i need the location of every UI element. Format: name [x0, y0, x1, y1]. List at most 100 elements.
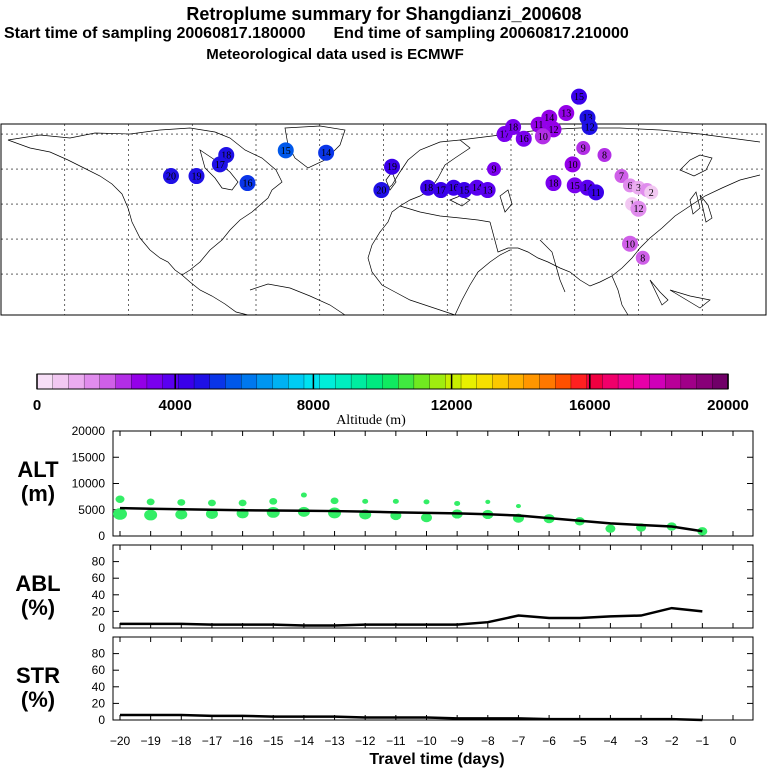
altitude-point: [485, 499, 491, 504]
met-data-label: Meteorological data used is ECMWF: [206, 46, 464, 63]
plume-marker-label: 10: [625, 239, 635, 250]
plume-marker-label: 18: [508, 123, 518, 134]
chart-title: Retroplume summary for Shangdianzi_20060…: [186, 4, 582, 24]
colorbar-cell: [350, 373, 368, 390]
x-tick-label: −19: [140, 734, 161, 748]
x-tick-label: −7: [512, 734, 526, 748]
altitude-point: [421, 513, 432, 523]
plume-marker: 10: [622, 235, 638, 252]
panel-alt: ALT(m) 20000 15000 10000 5000 0: [17, 424, 754, 543]
sampling-times: Start time of sampling 20060817.180000 En…: [4, 25, 629, 43]
plume-marker-label: 14: [321, 148, 331, 159]
colorbar-cell: [225, 373, 242, 390]
panel-unit: (m): [21, 481, 55, 506]
coastlines: [7, 125, 761, 316]
series-line: [120, 713, 703, 722]
start-time-label: Start time of sampling 20060817.180000: [4, 25, 306, 42]
plume-marker: 18: [545, 175, 562, 192]
colorbar-cell: [256, 373, 274, 390]
colorbar-cell: [570, 373, 588, 390]
plume-marker-dot: [432, 182, 449, 199]
plume-marker: 19: [188, 168, 205, 185]
colorbar-cell: [539, 373, 556, 390]
y-tick-label: 60: [92, 663, 106, 677]
plume-marker-label: 11: [534, 120, 544, 131]
plume-marker-label: 9: [492, 165, 497, 176]
colorbar-cell: [617, 373, 635, 390]
y-tick-label: 20: [92, 604, 106, 618]
plume-marker-label: 7: [619, 172, 624, 183]
colorbar-cell: [649, 373, 666, 390]
panel-str: STR(%) 80 60 40 20 0: [16, 636, 754, 727]
plume-marker-label: 15: [574, 92, 584, 103]
plume-marker: 15: [566, 177, 583, 194]
x-tick-label: −12: [355, 734, 376, 748]
x-tick-label: −11: [386, 734, 406, 748]
colorbar-cell: [115, 373, 132, 390]
colorbar-cell: [193, 373, 211, 390]
plume-marker: 18: [505, 119, 522, 136]
colorbar-cell: [523, 373, 541, 390]
altitude-point: [238, 499, 247, 507]
x-tick-label: −4: [604, 734, 618, 748]
colorbar-tick-label: 8000: [297, 397, 330, 414]
x-tick-label: −2: [665, 734, 679, 748]
colorbar-cell: [272, 373, 289, 390]
plume-marker-label: 17: [436, 186, 446, 197]
plume-marker-label: 15: [459, 186, 469, 197]
panel-label: ALT: [17, 457, 59, 482]
colorbar-cell: [633, 373, 651, 390]
plume-marker-label: 20: [376, 186, 386, 197]
plume-marker-dot: [571, 88, 587, 105]
plume-marker-label: 2: [649, 188, 654, 199]
plume-marker-dot: [622, 235, 638, 252]
altitude-point: [605, 524, 616, 533]
x-axis-label: Travel time (days): [369, 751, 504, 768]
series-line: [119, 506, 703, 533]
x-tick-label: −17: [202, 734, 223, 748]
plume-marker-label: 17: [500, 130, 510, 141]
plume-marker-label: 18: [423, 183, 433, 194]
x-tick-label: −13: [324, 734, 345, 748]
colorbar-cell: [288, 373, 305, 390]
plume-marker-dot: [597, 148, 612, 163]
x-tick-label: 0: [730, 734, 737, 748]
x-tick-label: −9: [450, 734, 464, 748]
plume-marker-label: 20: [166, 172, 176, 183]
y-tick-label: 80: [92, 555, 106, 569]
colorbar-cell: [83, 373, 101, 390]
plume-marker: 8: [635, 250, 650, 265]
time-series-panels: ALT(m)20000150001000050000ABL(%)80604020…: [15, 424, 754, 768]
x-tick-label: −14: [294, 734, 315, 748]
colorbar-cell: [209, 373, 227, 390]
plume-marker-label: 16: [449, 183, 459, 194]
x-tick-label: −5: [573, 734, 587, 748]
colorbar-cell: [602, 373, 619, 390]
plume-marker: 10: [564, 156, 581, 173]
plume-marker-dot: [505, 119, 522, 136]
plume-marker-dot: [581, 119, 598, 136]
plume-marker-label: 8: [602, 151, 607, 162]
plume-marker-label: 19: [192, 172, 202, 183]
plume-marker-label: 14: [544, 113, 554, 124]
colorbar-cell: [398, 373, 415, 390]
altitude-point: [205, 508, 218, 519]
plume-marker-dot: [534, 128, 551, 145]
plume-marker: 16: [239, 175, 256, 192]
plume-marker-dot: [576, 141, 591, 156]
colorbar-cell: [335, 373, 352, 390]
plume-marker: 20: [373, 182, 390, 199]
colorbar-cell: [303, 373, 321, 390]
plume-marker: 19: [384, 158, 400, 175]
map-gridlines: [0, 124, 767, 315]
plume-marker-label: 10: [538, 132, 548, 143]
plume-marker-label: 8: [640, 253, 645, 264]
altitude-point: [146, 498, 155, 506]
colorbar-cell: [146, 373, 164, 390]
colorbar-cell: [665, 373, 682, 390]
plume-marker-dot: [644, 185, 659, 200]
plume-marker: 12: [630, 200, 647, 217]
end-time-label: End time of sampling 20060817.210000: [333, 25, 629, 42]
y-tick-label: 40: [92, 680, 106, 694]
